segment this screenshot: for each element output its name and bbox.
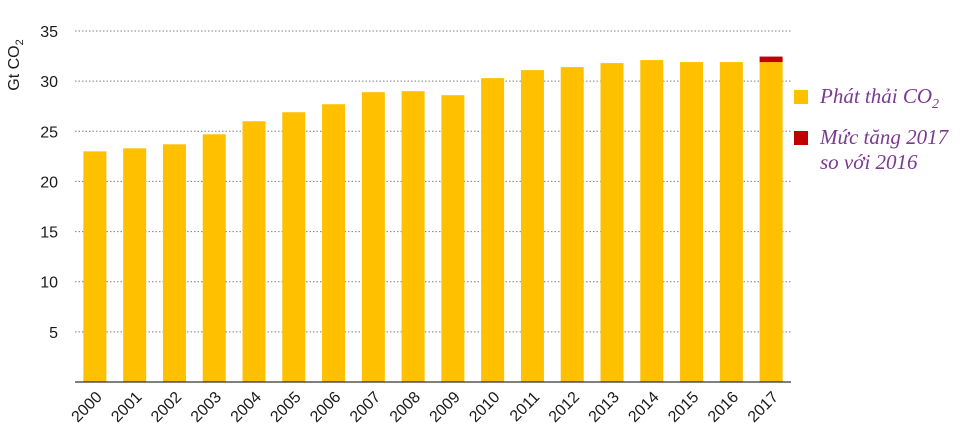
x-tick-labels: 2000 2001 2002 2003 2004 2005 2006 2007 2008 2009… — [69, 389, 782, 426]
legend: Phát thải CO2 Mức tăng 2017 so với 2016 — [794, 84, 968, 183]
x-tick-label-2009: 2009 — [427, 389, 464, 426]
legend-item-emissions: Phát thải CO2 — [794, 84, 968, 117]
legend-swatch-increase — [794, 131, 808, 146]
x-tick-label-2002: 2002 — [148, 389, 185, 426]
x-tick-label-2013: 2013 — [586, 389, 623, 426]
x-tick-label-2006: 2006 — [307, 389, 344, 426]
bar-emissions-2015 — [680, 62, 704, 383]
bar-emissions-2017 — [759, 62, 783, 383]
bar-emissions-2006 — [322, 104, 346, 383]
gridlines — [75, 30, 791, 333]
x-tick-label-2012: 2012 — [546, 389, 583, 426]
bar-emissions-2014 — [640, 60, 664, 382]
bars — [83, 56, 783, 383]
bar-emissions-2000 — [83, 151, 107, 382]
bar-emissions-2004 — [242, 121, 266, 382]
x-tick-label-2008: 2008 — [387, 389, 424, 426]
y-axis-label: Gt CO2 — [6, 39, 26, 90]
y-tick-label: 30 — [40, 74, 58, 91]
bar-emissions-2002 — [162, 144, 186, 382]
bar-emissions-2003 — [202, 134, 226, 382]
legend-label-increase: Mức tăng 2017 so với 2016 — [820, 125, 949, 175]
y-tick-labels: 5 10 15 20 25 30 35 — [40, 24, 58, 342]
legend-item-increase: Mức tăng 2017 so với 2016 — [794, 125, 968, 175]
legend-swatch-emissions — [794, 90, 808, 104]
x-tick-label-2003: 2003 — [188, 389, 225, 426]
x-tick-label-2015: 2015 — [665, 389, 702, 426]
x-tick-label-2011: 2011 — [507, 389, 543, 425]
y-tick-label: 20 — [40, 174, 58, 191]
bar-emissions-2005 — [282, 112, 306, 382]
x-tick-label-2016: 2016 — [705, 389, 742, 426]
bar-emissions-2012 — [560, 67, 584, 383]
x-tick-label-2005: 2005 — [267, 389, 304, 426]
x-tick-label-2000: 2000 — [69, 389, 106, 426]
x-tick-label-2017: 2017 — [745, 389, 782, 426]
bar-emissions-2013 — [600, 63, 624, 382]
legend-label-emissions: Phát thải CO2 — [820, 84, 940, 113]
y-tick-label: 5 — [49, 325, 58, 342]
x-tick-label-2014: 2014 — [625, 389, 662, 426]
bar-emissions-2008 — [401, 91, 425, 383]
bar-emissions-2016 — [719, 62, 743, 383]
y-tick-label: 25 — [40, 124, 58, 141]
bar-emissions-2009 — [441, 95, 465, 382]
bar-emissions-2007 — [361, 92, 385, 382]
bar-emissions-2010 — [481, 78, 505, 383]
x-tick-label-2001: 2001 — [108, 389, 145, 426]
y-tick-label: 10 — [40, 275, 58, 292]
x-tick-label-2007: 2007 — [347, 389, 384, 426]
x-tick-label-2010: 2010 — [466, 389, 503, 426]
bar-increase-2017 — [759, 56, 783, 63]
bar-emissions-2001 — [123, 148, 147, 382]
y-tick-label: 35 — [40, 24, 58, 41]
y-tick-label: 15 — [40, 225, 58, 242]
x-tick-label-2004: 2004 — [228, 389, 265, 426]
bar-emissions-2011 — [520, 70, 544, 383]
